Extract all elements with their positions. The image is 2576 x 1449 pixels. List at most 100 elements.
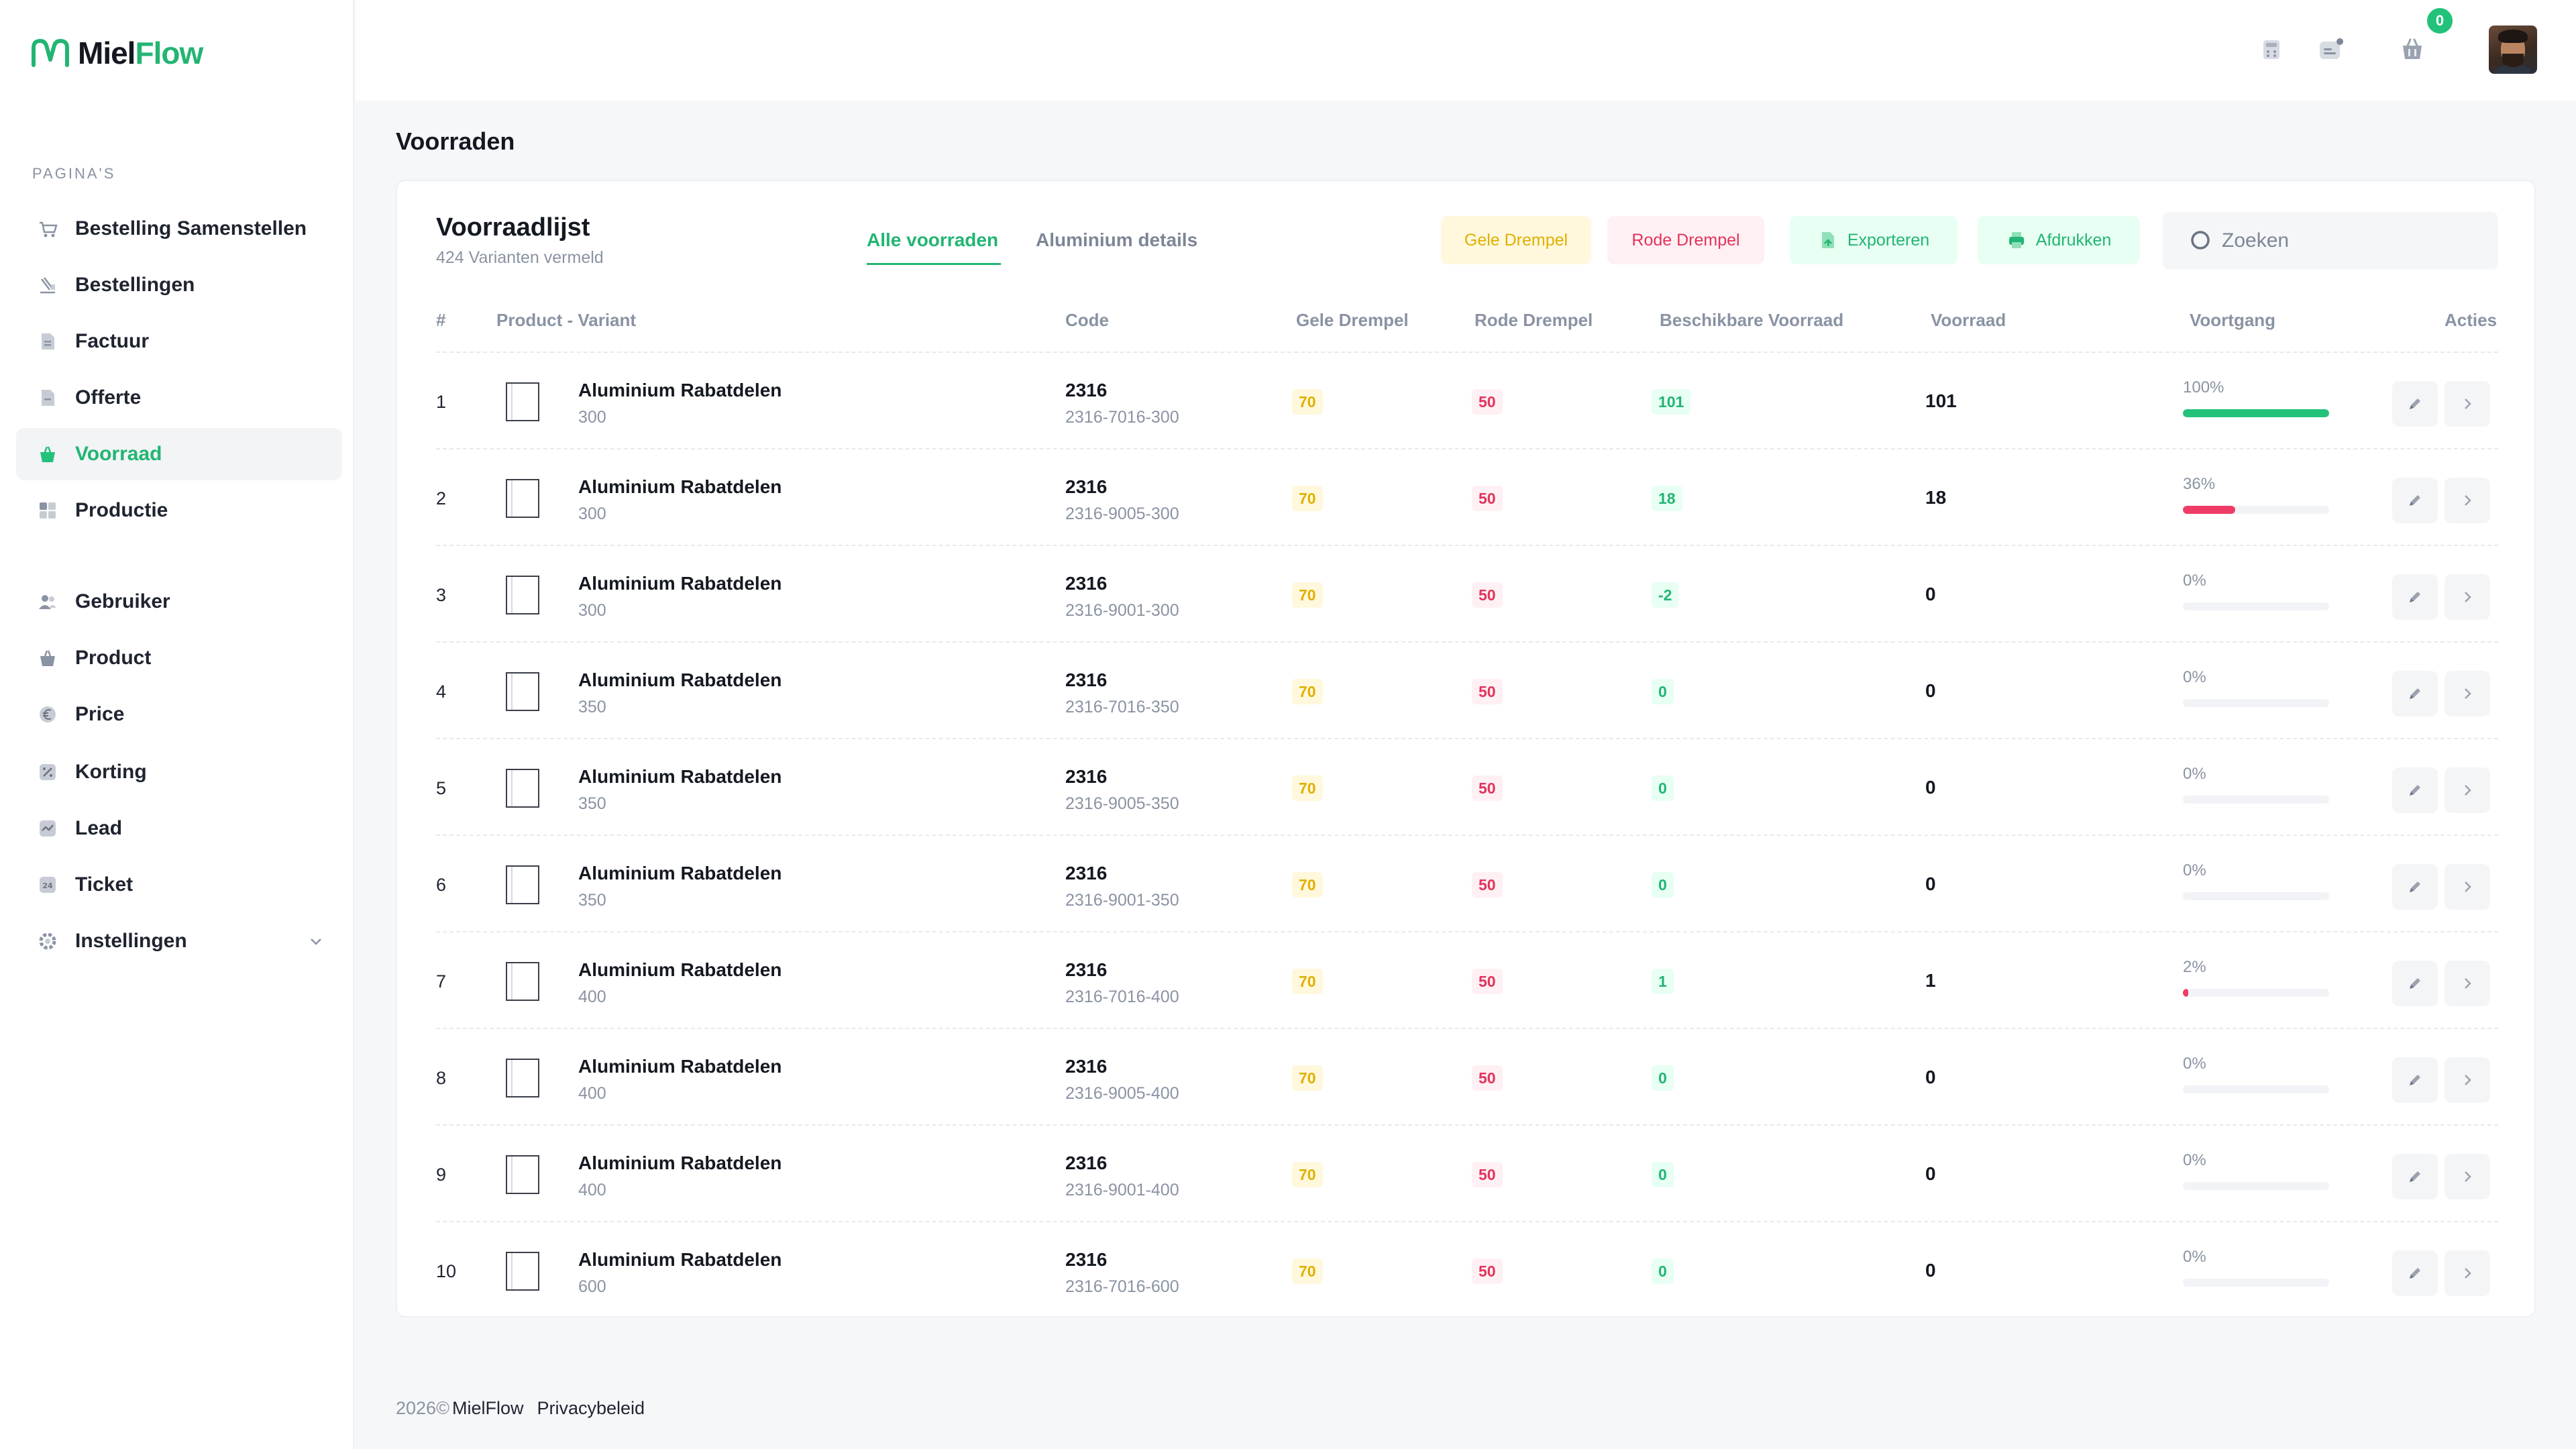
sidebar-item-factuur[interactable]: Factuur [16,315,342,368]
chevron-right-icon [2465,1268,2471,1279]
col-header-product: Product - Variant [496,310,637,330]
export-button[interactable]: Exporteren [1790,216,1957,264]
sidebar-item-lead[interactable]: Lead [16,802,342,855]
footer-brand[interactable]: MielFlow [451,1398,524,1418]
search-input[interactable] [2222,229,2477,252]
progress-bar [2183,409,2329,417]
open-detail-button[interactable] [2445,574,2490,620]
card-subtitle: 424 Varianten vermeld [436,248,604,267]
table-row: 4 Aluminium Rabatdelen 350 2316 2316-7016-35… [436,641,2498,738]
edit-button[interactable] [2392,671,2438,716]
tab-aluminium-details[interactable]: Aluminium details [1036,229,1198,250]
product-name[interactable]: Aluminium Rabatdelen [578,669,782,690]
table-row: 7 Aluminium Rabatdelen 400 2316 2316-7016-40… [436,931,2498,1028]
product-name[interactable]: Aluminium Rabatdelen [578,1249,782,1270]
chevron-down-icon[interactable] [307,932,325,950]
product-code: 2316 [1065,476,1108,497]
product-code: 2316 [1065,1249,1108,1270]
sidebar-item-instellingen[interactable]: Instellingen [16,915,342,967]
row-number: 8 [436,1068,447,1088]
open-detail-button[interactable] [2445,864,2490,910]
product-variant: 400 [578,1084,606,1103]
sidebar-item-label: Instellingen [75,930,187,952]
product-name[interactable]: Aluminium Rabatdelen [578,766,782,787]
product-variant: 400 [578,987,606,1006]
print-button[interactable]: Afdrukken [1978,216,2140,264]
available-stock-badge: 0 [1652,775,1674,801]
sidebar-item-label: Bestellingen [75,274,195,296]
product-name[interactable]: Aluminium Rabatdelen [578,573,782,594]
sidebar-item-price[interactable]: Price [16,688,342,741]
sidebar-item-label: Bestelling Samenstellen [75,217,307,239]
sidebar-item-korting[interactable]: Korting [16,746,342,798]
chevron-right-icon [2465,1171,2471,1182]
edit-button[interactable] [2392,1250,2438,1296]
open-detail-button[interactable] [2445,1250,2490,1296]
pencil-icon [2410,978,2420,989]
calculator-icon[interactable] [2257,35,2286,64]
sidebar-item-gebruiker[interactable]: Gebruiker [16,576,342,628]
open-detail-button[interactable] [2445,961,2490,1006]
red-threshold-badge: 50 [1472,1162,1503,1187]
product-image [506,1059,539,1097]
cart-icon[interactable] [2398,35,2427,64]
tab-alle-voorraden[interactable]: Alle voorraden [867,229,999,250]
sidebar-item-bestellingen[interactable]: Bestellingen [16,259,342,311]
edit-button[interactable] [2392,864,2438,910]
open-detail-button[interactable] [2445,478,2490,523]
sidebar-item-bestelling-samenstellen[interactable]: Bestelling Samenstellen [16,203,342,255]
stock-value: 0 [1925,1163,1936,1184]
open-detail-button[interactable] [2445,381,2490,427]
open-detail-button[interactable] [2445,671,2490,716]
product-name[interactable]: Aluminium Rabatdelen [578,863,782,883]
edit-button[interactable] [2392,1154,2438,1199]
yellow-threshold-badge: 70 [1292,872,1323,898]
red-threshold-badge: 50 [1472,1065,1503,1091]
sidebar-item-productie[interactable]: Productie [16,484,342,537]
chevron-right-icon [2465,881,2471,892]
avatar[interactable] [2489,25,2537,74]
product-name[interactable]: Aluminium Rabatdelen [578,1056,782,1077]
logo[interactable]: MielFlow [31,35,203,71]
sidebar-item-label: Gebruiker [75,590,170,612]
sidebar-item-voorraad[interactable]: Voorraad [16,428,342,480]
red-threshold-button[interactable]: Rode Drempel [1607,216,1764,264]
open-detail-button[interactable] [2445,767,2490,813]
edit-button[interactable] [2392,574,2438,620]
sidebar-item-label: Product [75,647,152,669]
sidebar-item-ticket[interactable]: 24 Ticket [16,859,342,911]
red-threshold-badge: 50 [1472,389,1503,415]
product-name[interactable]: Aluminium Rabatdelen [578,959,782,980]
edit-button[interactable] [2392,381,2438,427]
progress-bar [2183,796,2329,804]
export-icon [1821,232,1834,248]
messages-icon[interactable] [2316,35,2345,64]
product-code: 2316 [1065,573,1108,594]
search-box[interactable] [2163,212,2498,270]
edit-button[interactable] [2392,478,2438,523]
edit-button[interactable] [2392,961,2438,1006]
edit-button[interactable] [2392,1057,2438,1103]
sidebar-item-product[interactable]: Product [16,632,342,684]
product-name[interactable]: Aluminium Rabatdelen [578,476,782,497]
progress-label: 0% [2183,1055,2206,1073]
discount-icon [38,762,58,782]
pencil-icon [2410,1268,2420,1279]
yellow-threshold-button[interactable]: Gele Drempel [1441,216,1591,264]
edit-button[interactable] [2392,767,2438,813]
open-detail-button[interactable] [2445,1057,2490,1103]
privacy-link[interactable]: Privacybeleid [537,1398,645,1418]
product-name[interactable]: Aluminium Rabatdelen [578,380,782,400]
yellow-threshold-badge: 70 [1292,1258,1323,1284]
print-icon [2008,232,2024,248]
chevron-right-icon [2465,785,2471,796]
open-detail-button[interactable] [2445,1154,2490,1199]
available-stock-badge: 18 [1652,486,1682,511]
chevron-right-icon [2465,978,2471,989]
product-sku: 2316-9005-350 [1065,794,1179,813]
product-name[interactable]: Aluminium Rabatdelen [578,1152,782,1173]
sidebar-item-offerte[interactable]: Offerte [16,372,342,424]
product-variant: 300 [578,601,606,620]
table-row: 2 Aluminium Rabatdelen 300 2316 2316-9005-30… [436,448,2498,545]
chevron-right-icon [2465,1075,2471,1085]
